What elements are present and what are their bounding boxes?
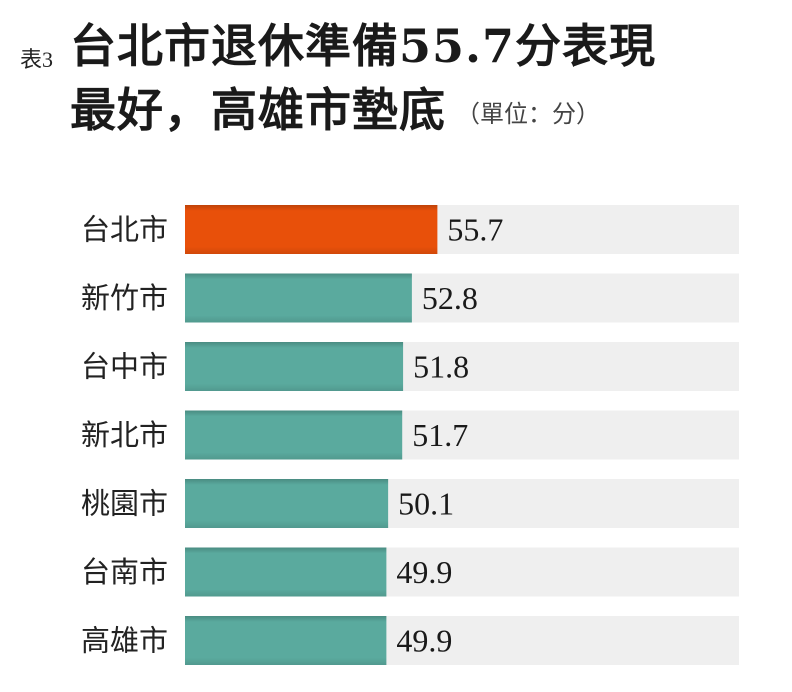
title-line-1: 台北市退休準備55.7分表現 xyxy=(70,19,657,73)
bar-shade xyxy=(185,410,403,460)
chart-body: 台北市 55.7 新竹市 52.8 台中市 51.8 新北市 51.7 桃園市 50.1 台南市 49… xyxy=(81,205,739,665)
title-line-2: 最好，高雄市墊底 （單位：分） xyxy=(70,78,780,146)
bar-row: 台北市 55.7 xyxy=(81,205,739,254)
bar-chart: 台北市 55.7 新竹市 52.8 台中市 51.8 新北市 51.7 桃園市 50.1 台南市 49… xyxy=(81,205,739,665)
table-tag: 表3 xyxy=(20,47,54,72)
bar-shade xyxy=(185,273,412,323)
category-label: 高雄市 xyxy=(81,624,168,658)
category-label: 新竹市 xyxy=(81,281,168,315)
bar-row: 新竹市 52.8 xyxy=(81,273,739,323)
category-label: 新北市 xyxy=(81,418,168,452)
bar-shade xyxy=(185,547,387,597)
category-label: 台北市 xyxy=(81,213,168,247)
chart-title: 台北市退休準備55.7分表現 最好，高雄市墊底 （單位：分） xyxy=(70,14,780,146)
bar-row: 高雄市 49.9 xyxy=(81,616,739,665)
bar-shade xyxy=(185,616,387,665)
bar-row: 台中市 51.8 xyxy=(81,342,739,391)
value-label: 52.8 xyxy=(422,280,478,316)
category-label: 台中市 xyxy=(81,350,168,384)
value-label: 49.9 xyxy=(396,623,452,659)
value-label: 50.1 xyxy=(398,486,454,522)
value-label: 51.8 xyxy=(413,349,469,385)
bar-row: 新北市 51.7 xyxy=(81,410,739,460)
bar-row: 桃園市 50.1 xyxy=(81,479,739,528)
bar-shade xyxy=(185,479,389,528)
value-label: 51.7 xyxy=(412,417,468,453)
value-label: 55.7 xyxy=(447,212,503,248)
category-label: 台南市 xyxy=(81,555,168,589)
bar-shade xyxy=(185,205,438,254)
title-line-2-text: 最好，高雄市墊底 xyxy=(70,83,446,137)
value-label: 49.9 xyxy=(396,554,452,590)
category-label: 桃園市 xyxy=(81,487,168,521)
bar-row: 台南市 49.9 xyxy=(81,547,739,597)
unit-label: （單位：分） xyxy=(456,100,600,128)
bar-shade xyxy=(185,342,404,391)
